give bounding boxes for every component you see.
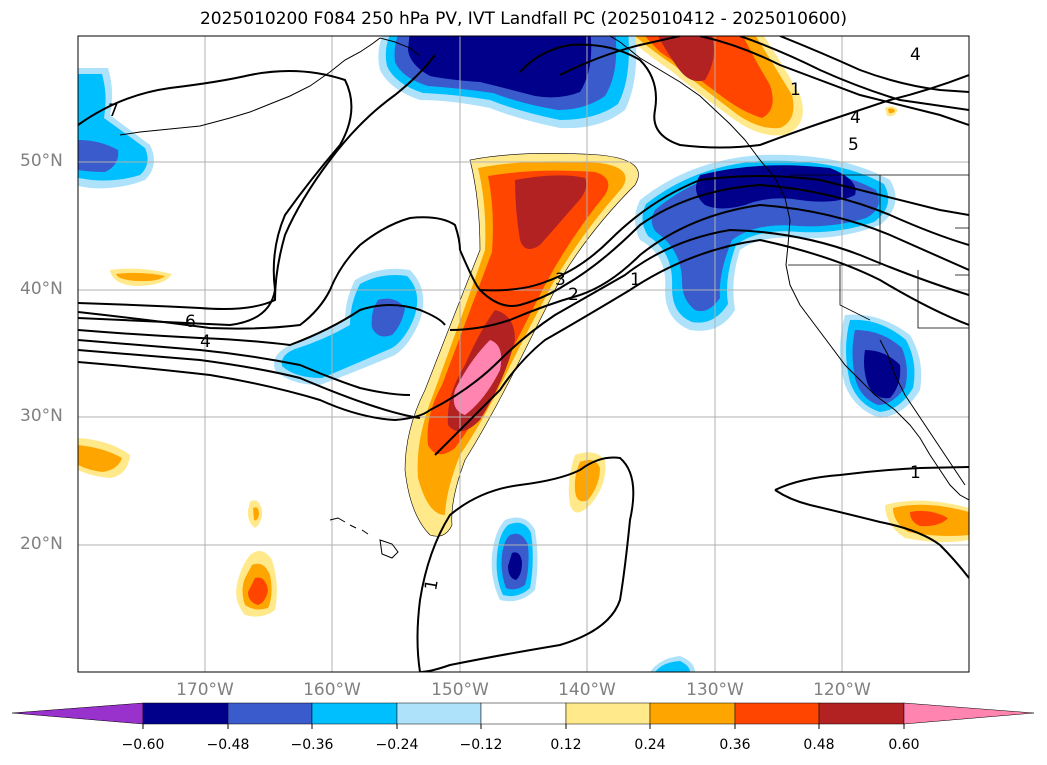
svg-text:1: 1 bbox=[630, 270, 641, 290]
colorbar-tick-label: −0.12 bbox=[459, 737, 503, 753]
lat-label-40n: 40°N bbox=[20, 279, 63, 299]
map-title: 2025010200 F084 250 hPa PV, IVT Landfall… bbox=[199, 9, 847, 29]
colorbar-tick-label: −0.36 bbox=[290, 737, 334, 753]
colorbar-tick-label: −0.24 bbox=[375, 737, 419, 753]
gridlines bbox=[78, 36, 969, 672]
svg-text:4: 4 bbox=[910, 45, 921, 65]
lat-label-50n: 50°N bbox=[20, 151, 63, 171]
lon-label-170w: 170°W bbox=[176, 680, 234, 700]
colorbar-ticks bbox=[142, 724, 905, 729]
svg-text:1: 1 bbox=[910, 463, 921, 483]
colorbar bbox=[11, 702, 1035, 725]
colorbar-tick-label: 0.60 bbox=[888, 737, 920, 753]
political-boundaries bbox=[788, 174, 969, 329]
coastlines bbox=[119, 36, 969, 559]
svg-text:6: 6 bbox=[185, 312, 196, 332]
colorbar-tick-label: −0.48 bbox=[206, 737, 250, 753]
map-frame bbox=[77, 35, 970, 673]
svg-text:3: 3 bbox=[555, 270, 566, 290]
map-plot-area: 7 6 4 3 2 1 1 5 4 4 1 1 bbox=[78, 36, 969, 672]
svg-text:4: 4 bbox=[200, 332, 211, 352]
lat-label-30n: 30°N bbox=[20, 406, 63, 426]
lon-label-130w: 130°W bbox=[686, 680, 744, 700]
lon-label-140w: 140°W bbox=[558, 680, 616, 700]
colorbar-tick-label: 0.48 bbox=[803, 737, 835, 753]
svg-text:7: 7 bbox=[108, 101, 119, 121]
svg-text:1: 1 bbox=[421, 578, 443, 592]
svg-text:4: 4 bbox=[850, 108, 861, 128]
colorbar-tick-label: 0.12 bbox=[550, 737, 582, 753]
lon-label-150w: 150°W bbox=[431, 680, 489, 700]
contour-labels: 7 6 4 3 2 1 1 5 4 4 1 1 bbox=[108, 45, 921, 592]
svg-text:5: 5 bbox=[848, 135, 859, 155]
colorbar-tick-label: 0.36 bbox=[719, 737, 751, 753]
svg-text:1: 1 bbox=[790, 80, 801, 100]
colorbar-tick-label: −0.60 bbox=[121, 737, 165, 753]
colorbar-tick-label: 0.24 bbox=[634, 737, 666, 753]
ivt-contours bbox=[78, 36, 969, 672]
lat-label-20n: 20°N bbox=[20, 534, 63, 554]
svg-text:2: 2 bbox=[568, 285, 579, 305]
lon-label-160w: 160°W bbox=[303, 680, 361, 700]
lon-label-120w: 120°W bbox=[813, 680, 871, 700]
